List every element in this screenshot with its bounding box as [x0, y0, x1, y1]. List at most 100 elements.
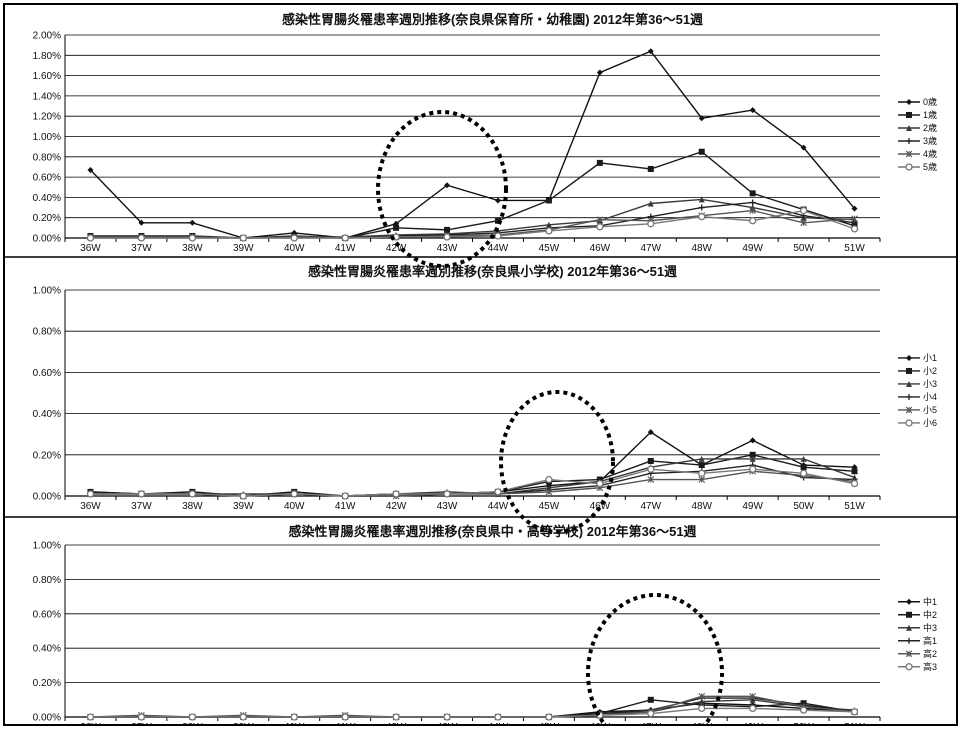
x-tick-label: 38W	[182, 722, 203, 724]
data-point-p3-s6-15	[850, 708, 859, 716]
annotation-circle	[586, 593, 724, 731]
x-tick-label: 36W	[80, 243, 101, 254]
data-point-p1-s3-12	[698, 196, 705, 203]
data-point-p2-s2-14	[800, 464, 807, 471]
legend-label: 小4	[923, 392, 937, 402]
data-point-p3-s5-12	[698, 692, 706, 700]
data-point-p1-s1-12	[698, 115, 705, 122]
data-point-p1-s1-14	[800, 144, 807, 151]
data-point-p2-s6-6	[392, 490, 400, 498]
x-tick-label: 36W	[80, 501, 101, 512]
chart-title: 感染性胃腸炎罹患率週別推移(奈良県小学校) 2012年第36～51週	[308, 264, 677, 279]
data-point-p2-s2-13	[749, 451, 756, 458]
data-point-p3-s4-legend	[906, 637, 912, 644]
data-point-p1-s3-9	[545, 221, 552, 228]
x-tick-label: 51W	[844, 501, 865, 512]
data-point-p1-s2-8	[494, 217, 501, 224]
data-point-p1-s6-11	[647, 220, 655, 228]
x-tick-label: 45W	[539, 722, 560, 724]
data-point-p1-s6-12	[698, 213, 706, 221]
legend-label: 小1	[923, 353, 937, 363]
x-tick-label: 45W	[539, 501, 560, 512]
data-point-p1-s5-13	[749, 207, 757, 214]
legend-label: 4歳	[923, 148, 937, 159]
charts-svg: 感染性胃腸炎罹患率週別推移(奈良県保育所・幼稚園) 2012年第36～51週 0.…	[5, 12, 956, 731]
data-point-p1-s5-10	[596, 216, 604, 224]
data-point-p1-s3-legend	[906, 124, 912, 131]
x-tick-label: 44W	[488, 501, 509, 512]
data-point-p1-s2-12	[698, 148, 705, 155]
x-tick-label: 41W	[335, 501, 356, 512]
x-tick-label: 43W	[437, 722, 458, 724]
x-tick-label: 43W	[437, 501, 458, 512]
x-tick-label: 38W	[182, 243, 203, 254]
data-point-p1-s5-14	[800, 219, 807, 227]
data-point-p1-s6-14	[799, 206, 808, 215]
x-tick-label: 51W	[844, 243, 865, 254]
legend-label: 3歳	[923, 135, 937, 146]
legend-label: 中3	[923, 622, 937, 633]
data-point-p1-s1-0	[87, 166, 94, 173]
y-tick-label: 1.80%	[33, 51, 61, 62]
data-point-p1-s2-6	[393, 224, 400, 231]
data-point-p3-s3-legend	[906, 624, 912, 631]
data-point-p2-s6-4	[290, 490, 298, 498]
y-tick-label: 1.00%	[33, 541, 61, 552]
data-point-p1-s1-2	[189, 219, 196, 226]
chart-panel-1: 感染性胃腸炎罹患率週別推移(奈良県保育所・幼稚園) 2012年第36～51週 0.…	[33, 12, 937, 268]
data-point-p2-s1-13	[749, 437, 756, 444]
series-line-1-3	[90, 198, 855, 239]
x-tick-label: 41W	[335, 722, 356, 724]
series-line-2-3	[90, 458, 855, 497]
data-point-p3-s6-14	[799, 706, 808, 714]
x-tick-label: 37W	[131, 501, 152, 512]
data-point-p2-s6-10	[596, 479, 604, 488]
data-point-p2-s6-2	[188, 490, 196, 498]
data-point-p3-s6-4	[290, 713, 298, 721]
y-tick-label: 0.80%	[33, 575, 61, 586]
data-point-p1-s6-0	[86, 234, 95, 242]
data-point-p3-s2-11	[647, 696, 654, 703]
series-line-2-2	[90, 454, 855, 497]
y-tick-label: 0.80%	[33, 152, 61, 163]
x-tick-label: 50W	[793, 722, 814, 724]
x-tick-label: 39W	[233, 722, 254, 724]
y-tick-label: 0.60%	[33, 609, 61, 620]
y-tick-label: 1.00%	[33, 132, 61, 143]
annotation-circle	[376, 110, 508, 268]
x-tick-label: 37W	[131, 243, 152, 254]
x-tick-label: 47W	[641, 501, 662, 512]
data-point-p3-s2-legend	[906, 611, 912, 618]
x-tick-label: 39W	[233, 501, 254, 512]
data-point-p1-s6-3	[239, 234, 247, 242]
legend-label: 小2	[923, 366, 937, 376]
chart-title: 感染性胃腸炎罹患率週別推移(奈良県保育所・幼稚園) 2012年第36～51週	[282, 12, 703, 27]
data-point-p1-s6-10	[596, 223, 604, 231]
data-point-p1-s6-9	[545, 227, 553, 235]
data-point-p3-s6-13	[749, 704, 757, 713]
y-tick-label: 0.60%	[33, 368, 61, 379]
data-point-p2-s1-legend	[906, 354, 912, 361]
legend-label: 2歳	[923, 122, 937, 133]
data-point-p2-s3-legend	[906, 380, 912, 387]
x-tick-label: 51W	[844, 722, 865, 724]
legend-label: 高1	[923, 635, 937, 646]
x-tick-label: 47W	[641, 243, 662, 254]
x-tick-label: 46W	[590, 243, 611, 254]
data-point-p3-s6-9	[545, 713, 553, 721]
legend-label: 小3	[923, 379, 937, 389]
data-point-p2-s6-8	[494, 488, 502, 496]
x-tick-label: 49W	[742, 501, 763, 512]
data-point-p3-s6-5	[341, 713, 349, 721]
x-tick-label: 46W	[590, 501, 611, 512]
x-tick-label: 36W	[80, 722, 101, 724]
legend-label: 高3	[923, 661, 937, 672]
x-tick-label: 50W	[793, 243, 814, 254]
y-tick-label: 0.00%	[33, 492, 61, 503]
x-tick-label: 42W	[386, 243, 407, 254]
y-tick-label: 1.20%	[33, 112, 61, 123]
y-tick-label: 0.60%	[33, 173, 61, 184]
data-point-p1-s1-11	[647, 48, 654, 55]
data-point-p1-s1-15	[851, 205, 858, 212]
data-point-p2-s6-12	[698, 469, 706, 477]
